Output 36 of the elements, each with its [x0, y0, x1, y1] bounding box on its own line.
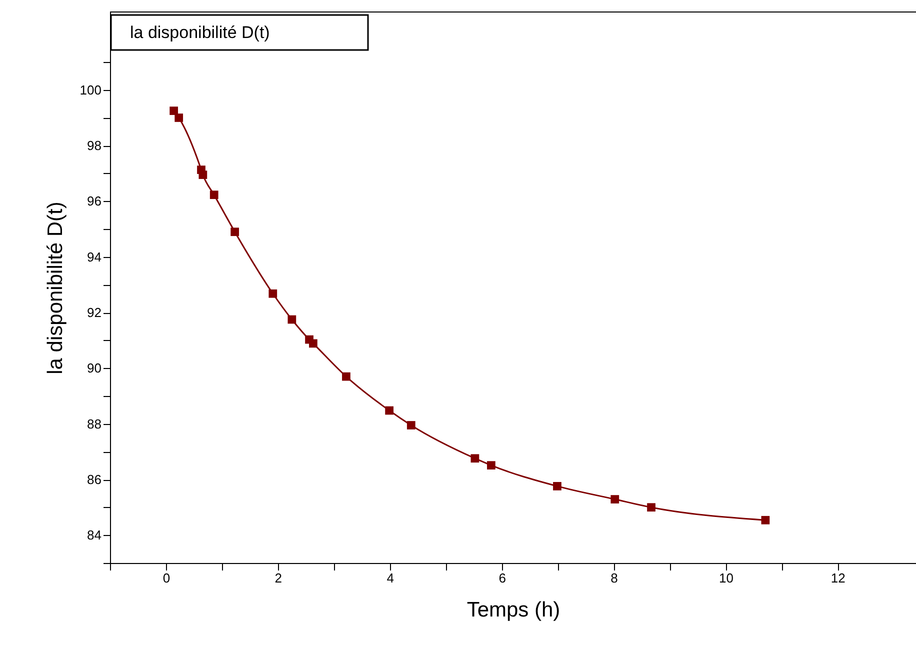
x-tick-label: 10 [718, 570, 734, 586]
x-tick-label: 0 [162, 570, 170, 586]
text: la disponibilité D(t) [130, 23, 270, 42]
y-tick-label: 84 [87, 528, 102, 543]
x-tick-label: 4 [386, 570, 394, 586]
point [342, 372, 350, 381]
y-tick-label: 96 [87, 194, 102, 209]
y-tick-label: 92 [87, 305, 102, 320]
point [610, 495, 620, 504]
x-tick-label: 6 [498, 570, 506, 586]
point [198, 170, 208, 179]
y-tick-label: 98 [87, 138, 102, 154]
point [170, 106, 178, 115]
y-tick-label: 88 [87, 416, 102, 432]
point [174, 114, 184, 122]
y-tick-label: 94 [87, 249, 102, 264]
point [647, 503, 656, 512]
point [486, 461, 496, 470]
point [268, 289, 278, 298]
x-tick-label: 2 [274, 570, 282, 586]
point [470, 454, 480, 463]
y-tick-label: 100 [80, 82, 102, 98]
x-tick-label: 8 [610, 570, 618, 586]
point [761, 516, 770, 524]
point [308, 339, 318, 348]
point [385, 406, 394, 415]
point [553, 482, 562, 490]
y-tick-label: 90 [87, 360, 102, 376]
x-axis-title: Temps (h) [466, 598, 560, 622]
point [210, 190, 218, 200]
y-axis-title: la disponibilité D(t) [44, 202, 67, 374]
point [230, 228, 239, 236]
y-tick-label: 86 [87, 472, 102, 488]
point [406, 421, 416, 430]
x-tick-label: 12 [830, 570, 846, 586]
point [288, 315, 296, 324]
